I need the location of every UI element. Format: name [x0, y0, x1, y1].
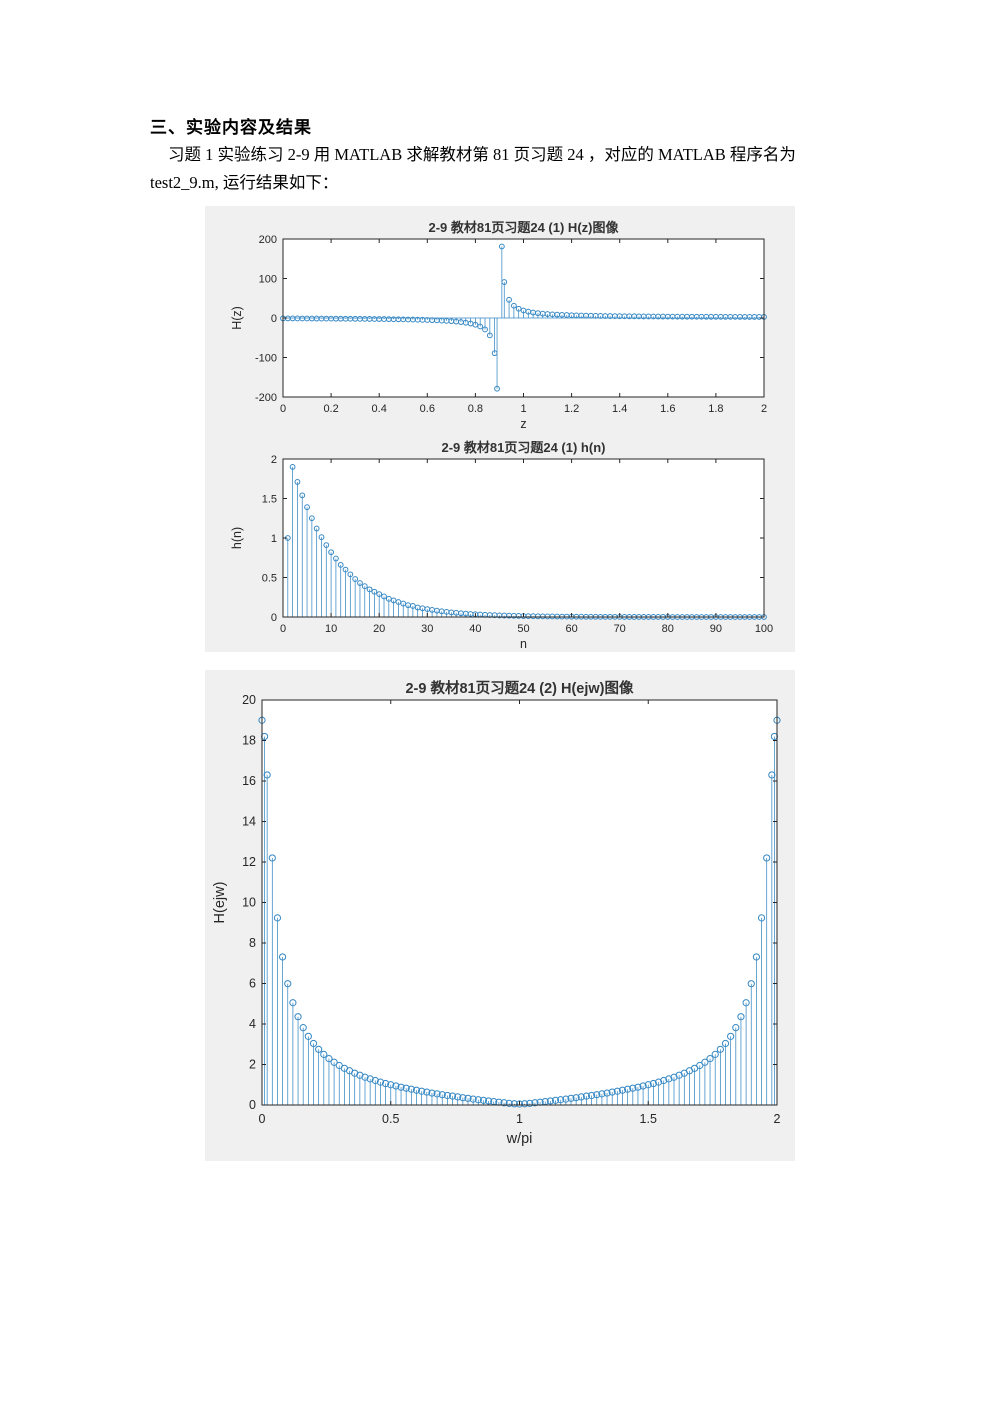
figure-2-canvas: 0 0.5 1 1.5 202468101214161820w/piH(ejw)2-9 …: [205, 670, 795, 1161]
svg-text:0.5: 0.5: [382, 1112, 399, 1126]
svg-text:0: 0: [271, 612, 277, 624]
svg-text:6: 6: [249, 977, 256, 991]
svg-text:1: 1: [271, 533, 277, 545]
svg-text:z: z: [520, 417, 526, 431]
figure-1-canvas: 0 0.2 0.4 0.6 0.8 1 1.2 1.4 1.6 1.8 2-200-10001002…: [205, 206, 795, 652]
svg-text:1.5: 1.5: [262, 494, 277, 506]
svg-text:10: 10: [242, 896, 256, 910]
svg-text:1.4: 1.4: [612, 403, 627, 415]
svg-text:0: 0: [249, 1098, 256, 1112]
svg-text:n: n: [520, 637, 527, 651]
svg-text:30: 30: [421, 623, 433, 635]
svg-text:2: 2: [761, 403, 767, 415]
svg-text:2: 2: [271, 454, 277, 466]
svg-text:1: 1: [516, 1112, 523, 1126]
svg-text:4: 4: [249, 1017, 256, 1031]
svg-text:100: 100: [755, 623, 773, 635]
chart-Hejw: 0 0.5 1 1.5 202468101214161820w/piH(ejw)2-9 …: [212, 679, 781, 1147]
svg-text:18: 18: [242, 734, 256, 748]
svg-text:200: 200: [259, 234, 277, 246]
svg-text:0: 0: [259, 1112, 266, 1126]
svg-text:10: 10: [325, 623, 337, 635]
svg-text:2: 2: [774, 1112, 781, 1126]
section-heading: 三、实验内容及结果: [150, 118, 312, 137]
svg-text:100: 100: [259, 274, 277, 286]
svg-text:40: 40: [469, 623, 481, 635]
chart-Hz: 0 0.2 0.4 0.6 0.8 1 1.2 1.4 1.6 1.8 2 -200 -100 0 100 2…: [230, 220, 767, 431]
svg-text:h(n): h(n): [230, 527, 244, 549]
svg-text:H(ejw): H(ejw): [212, 882, 228, 924]
svg-text:90: 90: [710, 623, 722, 635]
svg-text:0.6: 0.6: [420, 403, 435, 415]
svg-text:0.4: 0.4: [372, 403, 387, 415]
chart-hn: 0 10 20 30 40 50 60 70 80 90 100 0 0.5 1 1.5 2 n h(n) 2-9 …: [230, 440, 773, 651]
svg-text:70: 70: [614, 623, 626, 635]
svg-text:8: 8: [249, 936, 256, 950]
svg-text:2-9 教材81页习题24 (1) H(z)图像: 2-9 教材81页习题24 (1) H(z)图像: [429, 220, 620, 235]
svg-text:-200: -200: [255, 392, 277, 404]
matlab-figure-2: 0 0.5 1 1.5 2 0 2 4 6 8 10 12 14 16 18 20 w/pi H(ejw) 2-9 …: [205, 670, 795, 1161]
svg-text:2-9 教材81页习题24 (2) H(ejw)图像: 2-9 教材81页习题24 (2) H(ejw)图像: [405, 679, 634, 697]
svg-text:H(z): H(z): [230, 306, 244, 330]
svg-text:w/pi: w/pi: [506, 1131, 533, 1147]
svg-text:0.8: 0.8: [468, 403, 483, 415]
svg-text:16: 16: [242, 774, 256, 788]
svg-text:14: 14: [242, 815, 256, 829]
svg-text:1.2: 1.2: [564, 403, 579, 415]
svg-text:2: 2: [249, 1058, 256, 1072]
paragraph-line-1: 习题 1 实验练习 2-9 用 MATLAB 求解教材第 81 页习题 24 ，…: [168, 145, 796, 164]
svg-text:12: 12: [242, 855, 256, 869]
svg-text:1.6: 1.6: [660, 403, 675, 415]
svg-text:0: 0: [271, 313, 277, 325]
svg-text:0.5: 0.5: [262, 573, 277, 585]
paragraph-line-2: test2_9.m, 运行结果如下：: [150, 173, 339, 192]
svg-text:-100: -100: [255, 353, 277, 365]
svg-text:80: 80: [662, 623, 674, 635]
svg-text:60: 60: [565, 623, 577, 635]
svg-text:20: 20: [373, 623, 385, 635]
svg-text:1.8: 1.8: [708, 403, 723, 415]
svg-text:20: 20: [242, 693, 256, 707]
svg-text:1.5: 1.5: [640, 1112, 657, 1126]
svg-text:0.2: 0.2: [323, 403, 338, 415]
svg-text:0: 0: [280, 403, 286, 415]
svg-text:1: 1: [520, 403, 526, 415]
svg-text:50: 50: [517, 623, 529, 635]
svg-text:2-9 教材81页习题24 (1) h(n): 2-9 教材81页习题24 (1) h(n): [442, 440, 606, 455]
svg-text:0: 0: [280, 623, 286, 635]
matlab-figure-1: 0 0.2 0.4 0.6 0.8 1 1.2 1.4 1.6 1.8 2 -200 -100 0 100 2…: [205, 206, 795, 652]
